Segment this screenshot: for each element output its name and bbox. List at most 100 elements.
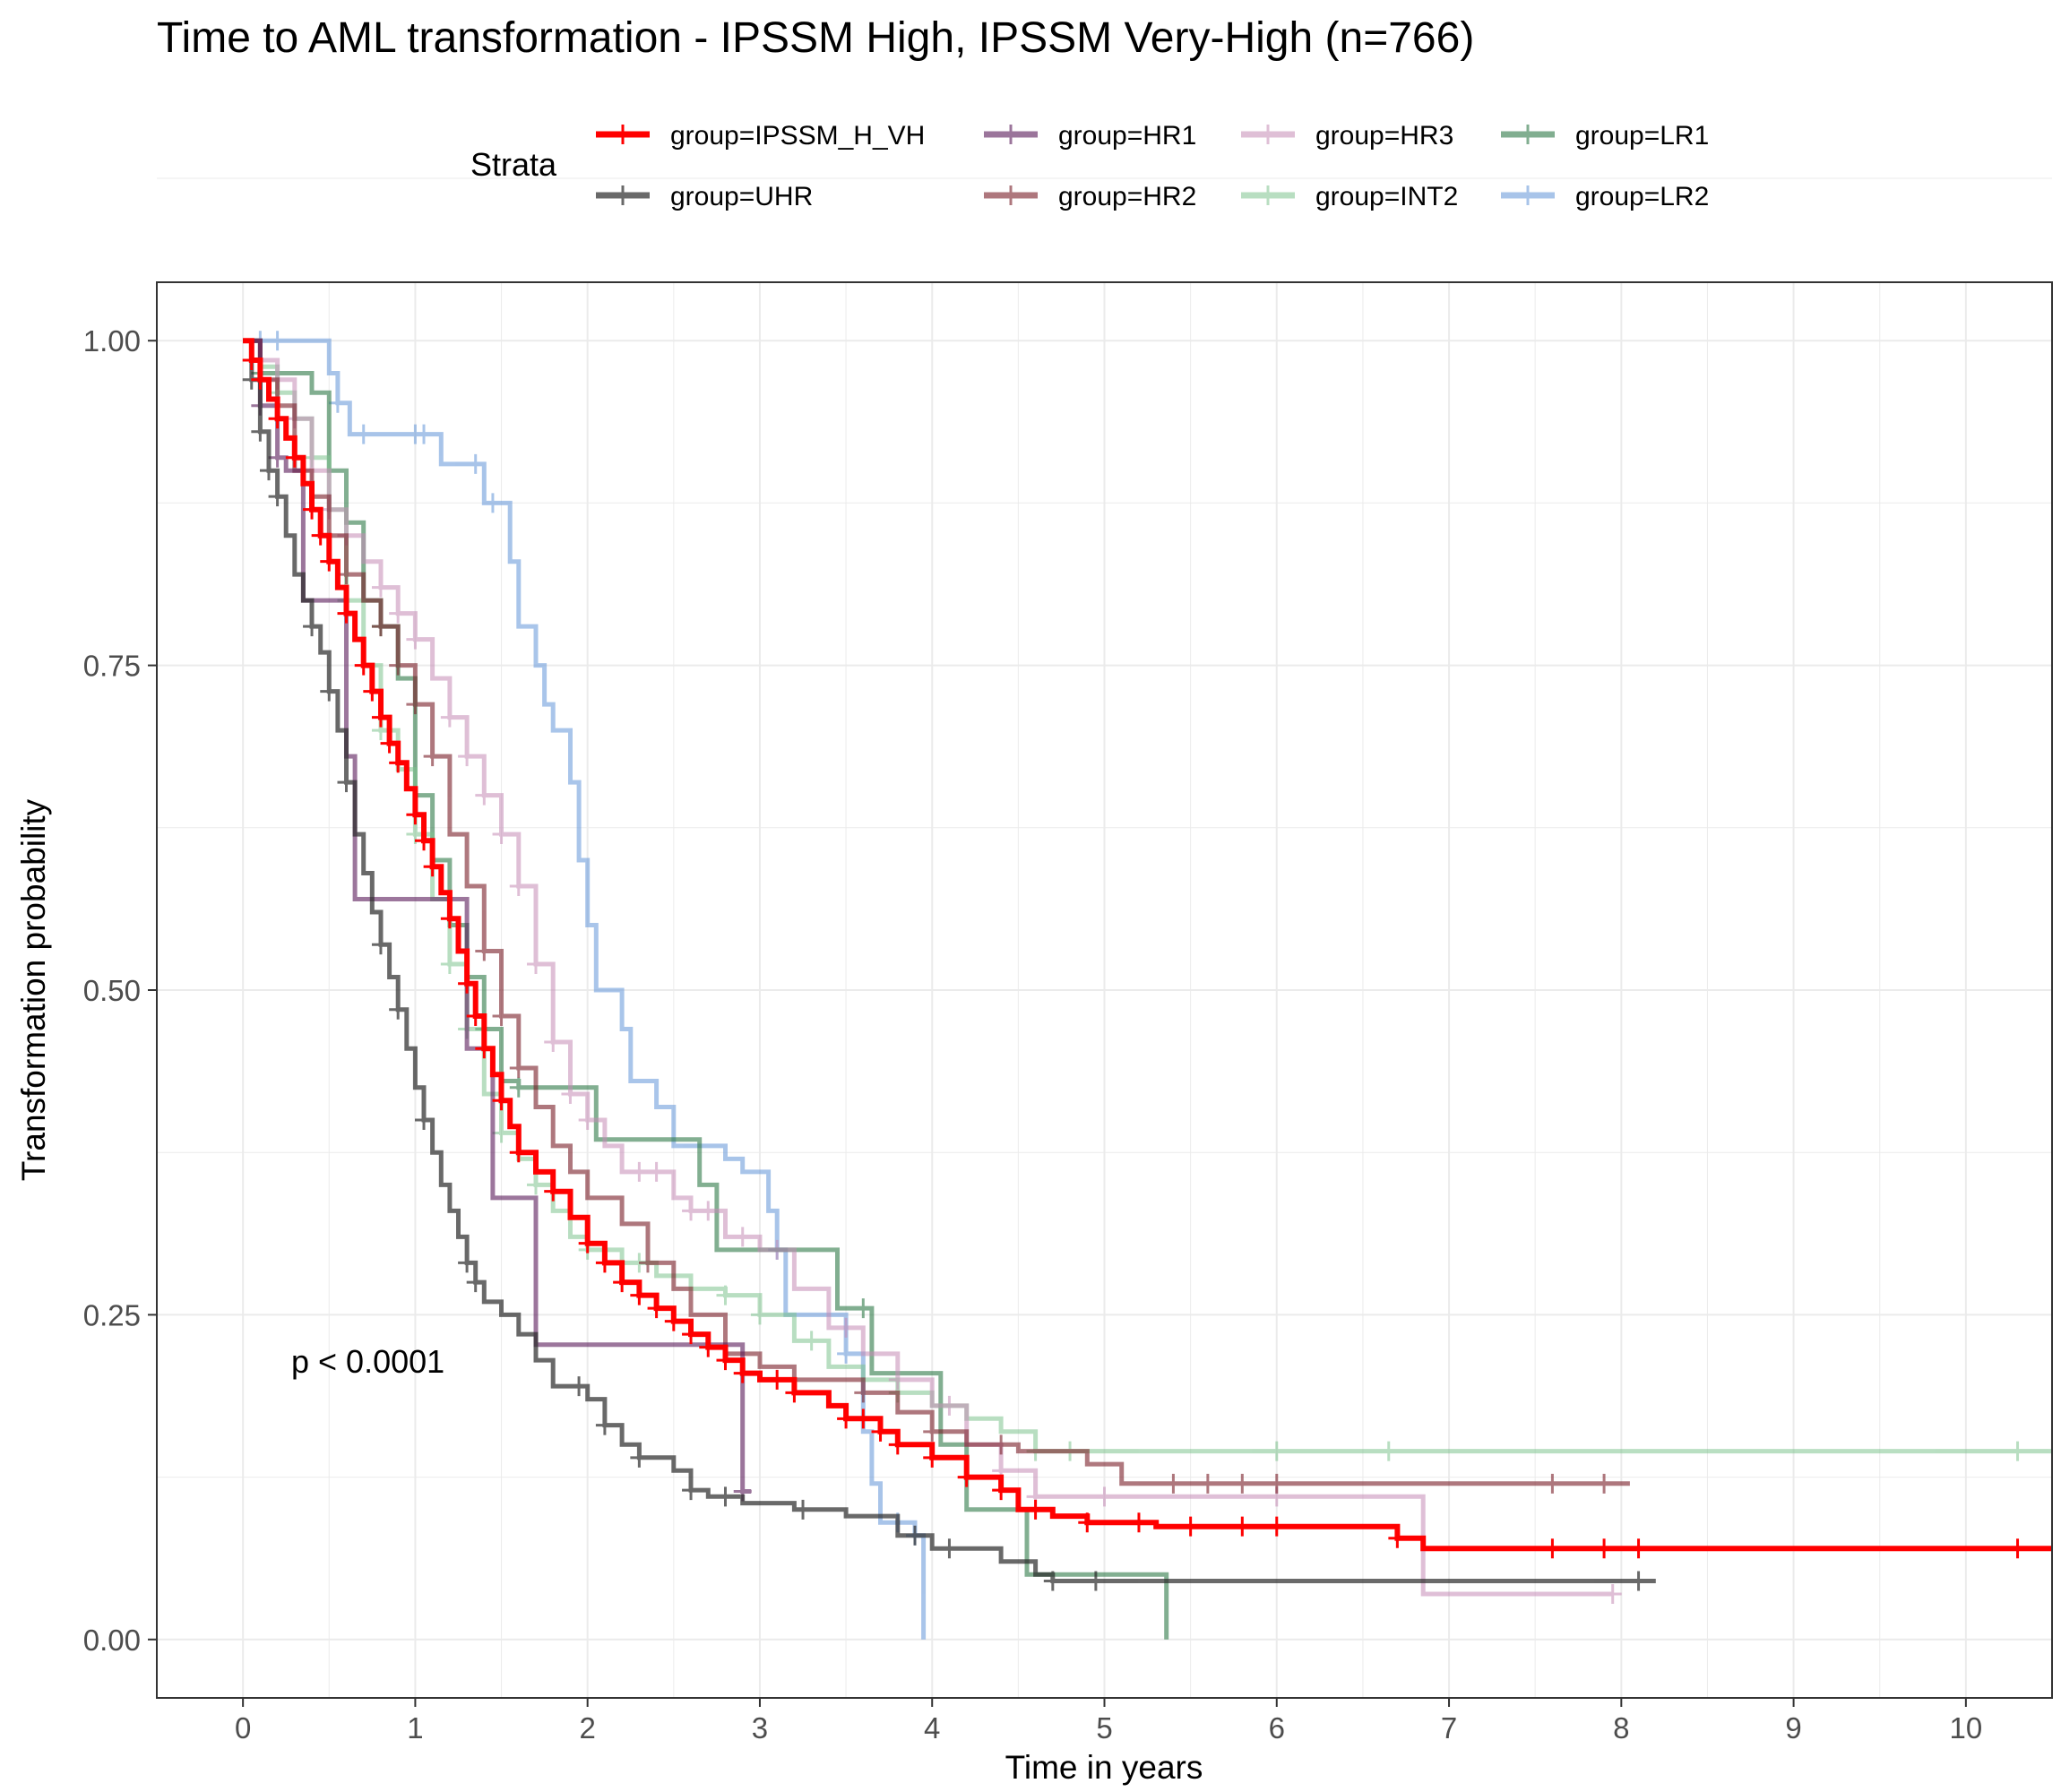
x-tick-label: 5 (1096, 1711, 1112, 1745)
legend-label: group=HR1 (1058, 121, 1196, 151)
legend-swatch-censor (614, 125, 632, 144)
series-line-hr2 (243, 338, 1630, 1486)
censor-mark (371, 935, 390, 955)
censor-mark (785, 1383, 804, 1403)
censor-mark (871, 1421, 890, 1442)
legend-swatch-censor (1002, 125, 1020, 144)
censor-mark (733, 1363, 752, 1383)
censor-mark (630, 1161, 649, 1182)
legend-label: group=UHR (670, 182, 813, 211)
censor-mark (371, 707, 390, 728)
censor-mark (682, 1201, 701, 1221)
censor-mark (303, 616, 322, 637)
censor-mark (303, 499, 322, 520)
censor-mark (458, 1253, 477, 1273)
censor-mark (682, 1324, 701, 1345)
legend-item-hr1: group=HR1 (984, 121, 1196, 151)
legend-item-hr2: group=HR2 (984, 182, 1196, 211)
x-tick-label: 2 (580, 1711, 596, 1745)
censor-mark (733, 1227, 752, 1247)
censor-mark (768, 1369, 787, 1390)
censor-mark (458, 973, 477, 994)
censor-mark (595, 1253, 614, 1273)
censor-mark (475, 941, 494, 961)
censor-mark (837, 1343, 856, 1364)
censor-mark (466, 1272, 485, 1293)
censor-mark (1233, 1473, 1252, 1494)
censor-mark (854, 1383, 873, 1403)
censor-mark (638, 1253, 657, 1273)
censor-mark (492, 1005, 511, 1026)
censor-mark (1388, 1528, 1407, 1548)
censor-mark (992, 1480, 1011, 1501)
censor-mark (1267, 1473, 1286, 1494)
censor-mark (1164, 1473, 1183, 1494)
y-tick-label: 0.75 (83, 650, 141, 683)
censor-mark (570, 1376, 589, 1397)
censor-mark (578, 1109, 597, 1130)
censor-mark (483, 493, 502, 513)
legend-swatch (1501, 125, 1555, 144)
censor-mark (440, 954, 459, 975)
legend-swatch (1501, 185, 1555, 205)
censor-mark (699, 1337, 718, 1357)
legend-swatch-censor (1259, 125, 1277, 144)
legend-swatch-censor (1002, 185, 1020, 205)
censor-mark (595, 1415, 614, 1435)
censor-mark (354, 655, 373, 676)
censor-mark (613, 1272, 632, 1293)
y-tick-label: 0.25 (83, 1298, 141, 1331)
censor-mark (699, 1201, 718, 1221)
censor-mark (1603, 1584, 1622, 1605)
legend-swatch-censor (1519, 125, 1537, 144)
censor-mark (371, 577, 390, 598)
x-tick-label: 7 (1441, 1711, 1457, 1745)
x-tick-label: 1 (407, 1711, 423, 1745)
censor-mark (630, 1447, 649, 1468)
censor-mark (768, 1239, 787, 1260)
censor-mark (492, 1123, 511, 1143)
legend-item-lr2: group=LR2 (1501, 182, 1709, 211)
censor-mark (923, 1447, 942, 1468)
censor-mark (466, 453, 485, 474)
censor-mark (311, 525, 330, 546)
censor-mark (940, 1538, 959, 1559)
censor-mark (475, 1038, 494, 1059)
censor-mark (389, 655, 408, 676)
censor-mark (1267, 1516, 1286, 1537)
censor-mark (1095, 1486, 1114, 1507)
x-axis-title: Time in years (1005, 1749, 1203, 1786)
legend-label: group=HR2 (1058, 182, 1196, 211)
censor-mark (716, 1486, 735, 1507)
legend-label: group=IPSSM_H_VH (670, 121, 925, 151)
censor-mark (268, 409, 287, 429)
legend-swatch (1241, 125, 1295, 144)
censor-mark (285, 447, 304, 468)
censor-mark (337, 603, 356, 624)
censor-mark (389, 753, 408, 773)
censor-mark (578, 1233, 597, 1254)
x-tick-label: 0 (235, 1711, 251, 1745)
censor-mark (406, 805, 425, 825)
legend-item-uhr: group=UHR (596, 182, 813, 211)
censor-mark (1026, 1499, 1045, 1520)
legend-label: group=LR2 (1575, 182, 1709, 211)
x-axis: 0 1 2 3 4 5 6 7 8 9 10 (235, 1698, 1982, 1745)
censor-mark (1267, 1441, 1286, 1461)
censor-mark (854, 1298, 873, 1319)
censor-mark (906, 1525, 924, 1546)
censor-mark (1181, 1516, 1200, 1537)
censor-mark (466, 1005, 485, 1026)
censor-mark (406, 629, 425, 650)
censor-mark (415, 831, 434, 851)
legend-swatch (596, 185, 650, 205)
censor-mark (794, 1499, 813, 1520)
censor-mark (750, 1305, 769, 1325)
series-layer (242, 331, 2052, 1640)
legend-label: group=LR1 (1575, 121, 1709, 151)
censor-mark (561, 1083, 580, 1104)
censor-mark (2008, 1441, 2027, 1461)
legend-label: group=HR3 (1315, 121, 1453, 151)
legend-swatch (984, 125, 1038, 144)
